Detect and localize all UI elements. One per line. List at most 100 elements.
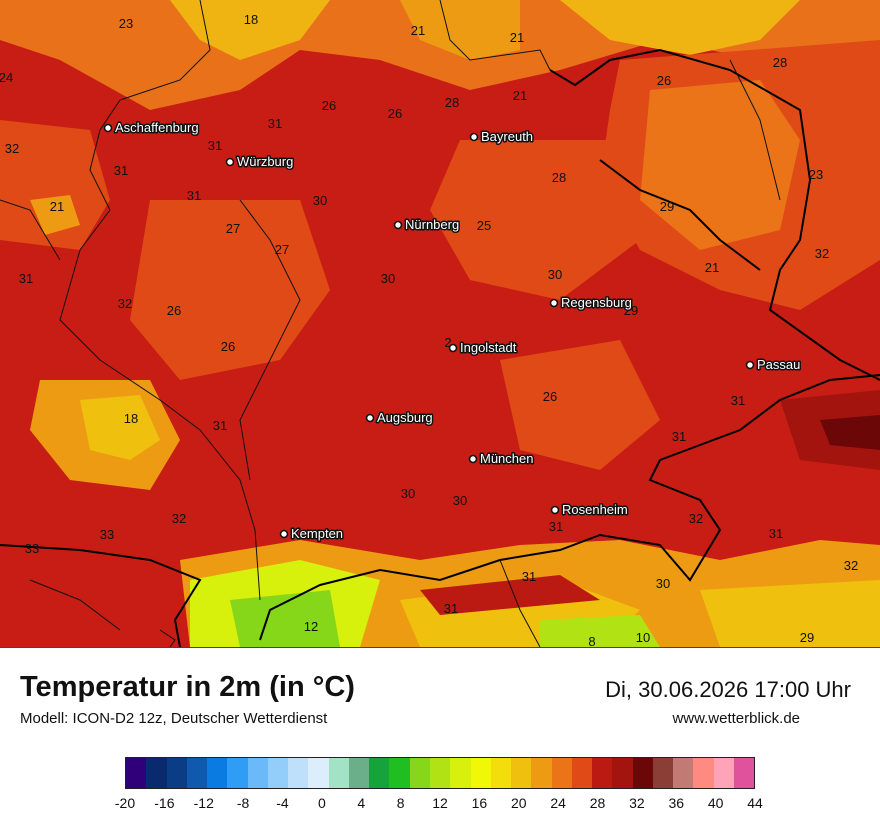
temperature-value: 33	[100, 527, 114, 542]
legend-swatch	[612, 758, 633, 788]
city-label: Nürnberg	[405, 217, 459, 232]
temperature-value: 30	[401, 486, 415, 501]
legend-tick: 28	[589, 795, 606, 811]
legend-swatch	[490, 758, 512, 788]
legend-swatch	[328, 758, 349, 788]
temperature-value: 31	[187, 188, 201, 203]
legend-tick: 40	[707, 795, 724, 811]
legend-swatch	[673, 758, 694, 788]
temperature-value: 32	[844, 558, 858, 573]
legend-swatch	[693, 758, 714, 788]
city-dot	[549, 298, 559, 308]
city-dot	[468, 454, 478, 464]
city-marker: München	[468, 450, 535, 468]
temperature-value: 31	[19, 271, 33, 286]
legend-tick: 44	[747, 795, 763, 811]
temperature-value: 31	[213, 418, 227, 433]
legend-swatch	[227, 758, 248, 788]
temperature-value: 32	[172, 511, 186, 526]
city-dot	[393, 220, 403, 230]
temperature-value: 26	[322, 98, 336, 113]
city-label: Rosenheim	[562, 502, 628, 517]
temperature-value: 30	[453, 493, 467, 508]
legend-tick: 24	[550, 795, 566, 811]
legend-tick: 4	[357, 795, 366, 811]
temperature-value: 10	[636, 630, 650, 645]
temperature-value: 28	[445, 95, 459, 110]
city-label: Passau	[757, 357, 800, 372]
city-label: Kempten	[291, 526, 343, 541]
legend-tick: 8	[396, 795, 405, 811]
city-marker: Aschaffenburg	[103, 119, 200, 137]
temperature-value: 21	[510, 30, 524, 45]
temperature-value: 28	[773, 55, 787, 70]
temperature-value: 26	[221, 339, 235, 354]
temperature-value: 29	[624, 303, 638, 318]
city-markers: Aschaffenburg Würzburg Bayreuth Nürnberg Reg…	[103, 119, 802, 543]
legend-swatch	[207, 758, 228, 788]
color-legend	[125, 757, 755, 789]
legend-swatch	[511, 758, 532, 788]
temperature-value: 24	[0, 70, 13, 85]
legend-swatch	[531, 758, 552, 788]
city-marker: Bayreuth	[469, 128, 535, 146]
temperature-value: 26	[657, 73, 671, 88]
legend-tick: 0	[317, 795, 326, 811]
temperature-value: 2	[444, 335, 451, 350]
border-lines	[0, 0, 880, 647]
legend-swatch	[450, 758, 471, 788]
legend-tick: -12	[193, 795, 214, 811]
website-url[interactable]: www.wetterblick.de	[672, 710, 800, 727]
temperature-value: 29	[800, 630, 814, 645]
legend-swatch	[713, 758, 734, 788]
temperature-value: 31	[769, 526, 783, 541]
city-label: Bayreuth	[481, 129, 533, 144]
legend-swatch	[551, 758, 572, 788]
legend-tick: -4	[276, 795, 289, 811]
temperature-field	[0, 0, 880, 647]
temperature-value: 32	[815, 246, 829, 261]
city-dot	[550, 505, 560, 515]
legend-swatch	[166, 758, 187, 788]
city-label: Aschaffenburg	[115, 120, 199, 135]
city-marker: Regensburg	[549, 294, 633, 312]
temperature-value: 32	[689, 511, 703, 526]
legend-tick: -8	[236, 795, 250, 811]
legend-swatch	[308, 758, 329, 788]
city-dot	[279, 529, 289, 539]
legend-swatch	[652, 758, 674, 788]
city-dot	[448, 343, 458, 353]
model-source: Modell: ICON-D2 12z, Deutscher Wetterdie…	[20, 710, 328, 727]
temperature-value: 31	[444, 601, 458, 616]
city-dot	[103, 123, 113, 133]
city-marker: Ingolstadt	[448, 339, 518, 357]
legend-tick: -20	[114, 795, 136, 811]
city-label: Regensburg	[561, 295, 632, 310]
temperature-value: 31	[208, 138, 222, 153]
temperature-value: 12	[304, 619, 318, 634]
legend-swatch	[409, 758, 430, 788]
city-marker: Kempten	[279, 525, 345, 543]
temperature-value: 31	[114, 163, 128, 178]
temperature-value: 26	[388, 106, 402, 121]
city-label: Augsburg	[377, 410, 433, 425]
city-marker: Rosenheim	[550, 501, 629, 519]
temperature-value: 26	[543, 389, 557, 404]
city-dot	[225, 157, 235, 167]
legend-swatch	[369, 758, 390, 788]
city-dot	[365, 413, 375, 423]
legend-swatch	[126, 758, 147, 788]
forecast-datetime: Di, 30.06.2026 17:00 Uhr	[605, 677, 851, 702]
temperature-value: 31	[522, 569, 536, 584]
city-label: Würzburg	[237, 154, 293, 169]
temperature-value: 30	[381, 271, 395, 286]
temperature-value: 28	[552, 170, 566, 185]
city-marker: Nürnberg	[393, 216, 461, 234]
legend-swatch	[632, 758, 653, 788]
legend-tick: 16	[471, 795, 488, 811]
temperature-value: 31	[731, 393, 745, 408]
legend-tick: 36	[668, 795, 685, 811]
legend-tick-labels: -20 -16 -12 -8 -4 0 4 8 12 16 20 24 28 32 36 40 44	[0, 795, 880, 815]
